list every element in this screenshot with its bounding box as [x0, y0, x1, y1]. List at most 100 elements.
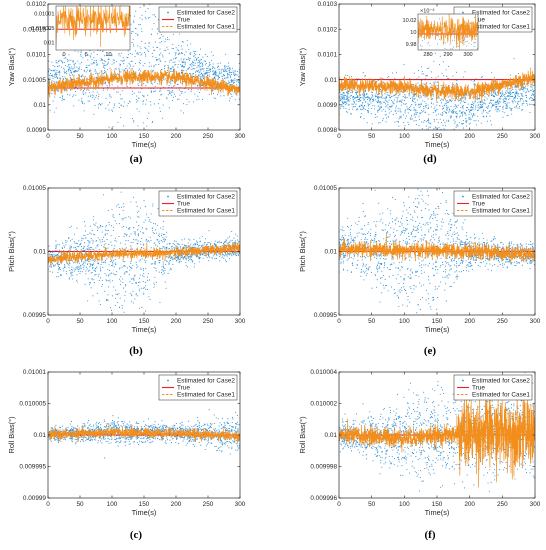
case2-point	[82, 92, 84, 94]
case2-point	[166, 69, 169, 71]
y-axis-label: Roll Bias(°)	[7, 416, 16, 453]
case2-point	[147, 50, 150, 52]
case2-point	[200, 426, 202, 428]
case2-point	[179, 259, 181, 261]
case2-point	[65, 57, 67, 59]
case2-point	[91, 436, 93, 438]
case2-point	[198, 71, 200, 74]
case2-point	[233, 81, 235, 83]
case2-point	[118, 424, 120, 426]
case2-point	[189, 53, 192, 55]
case2-point	[440, 113, 442, 115]
case2-point	[211, 257, 213, 259]
case2-point	[477, 106, 479, 108]
case2-point	[49, 72, 52, 75]
case2-point	[93, 269, 95, 271]
case2-point	[206, 69, 208, 72]
case2-point	[164, 248, 166, 250]
case2-point	[182, 440, 184, 442]
case2-point	[152, 232, 154, 234]
case2-point	[142, 64, 144, 67]
case2-point	[105, 226, 107, 228]
case2-point	[124, 300, 126, 302]
case2-point	[183, 112, 185, 114]
case2-point	[211, 423, 213, 425]
x-tick-label: 150	[139, 133, 150, 140]
case2-point	[396, 100, 398, 102]
case2-point	[208, 260, 210, 262]
case2-point	[84, 283, 86, 285]
case2-point	[144, 62, 146, 64]
case2-point	[76, 243, 78, 245]
case2-point	[219, 254, 221, 256]
case2-point	[96, 61, 98, 63]
case2-point	[204, 64, 206, 66]
case2-point	[104, 438, 106, 440]
case2-point	[133, 92, 135, 94]
case2-point	[68, 237, 70, 239]
case2-point	[224, 427, 227, 429]
case2-point	[85, 440, 87, 442]
case2-point	[129, 265, 131, 268]
case2-point	[131, 42, 133, 44]
case2-point	[144, 424, 146, 426]
case2-point	[182, 81, 184, 83]
case2-point	[221, 417, 223, 419]
case2-point	[89, 246, 91, 248]
case2-point	[208, 442, 210, 444]
case2-point	[74, 88, 76, 90]
case2-point	[134, 50, 136, 52]
case2-point	[199, 253, 202, 255]
case2-point	[181, 421, 183, 423]
case2-point	[53, 264, 55, 266]
case2-point	[350, 89, 352, 91]
case2-point	[80, 68, 82, 71]
case2-point	[138, 97, 140, 99]
case2-point	[123, 311, 125, 313]
case2-point	[228, 258, 230, 260]
case2-point	[185, 428, 187, 430]
case2-point	[468, 123, 470, 125]
case2-point	[178, 262, 180, 264]
case2-point	[149, 438, 151, 441]
case2-point	[107, 423, 109, 425]
case2-point	[112, 126, 114, 128]
case2-point	[144, 16, 146, 18]
case2-point	[178, 60, 180, 62]
case2-point	[80, 438, 83, 441]
case2-point	[236, 252, 238, 254]
case2-point	[87, 59, 89, 61]
case2-point	[111, 84, 113, 86]
y-tick-label: 0.0102	[26, 1, 46, 8]
case2-point	[167, 36, 169, 39]
case2-point	[68, 59, 70, 61]
case2-point	[217, 429, 219, 431]
case2-point	[61, 99, 63, 102]
case2-point	[207, 242, 209, 244]
case2-point	[171, 67, 173, 69]
case2-point	[532, 84, 534, 87]
case2-point	[101, 279, 103, 281]
case2-point	[108, 264, 110, 266]
case2-point	[51, 263, 53, 265]
case2-point	[48, 438, 50, 440]
case2-point	[118, 268, 120, 270]
case2-point	[136, 442, 138, 444]
case2-point	[182, 65, 184, 67]
case2-point	[141, 441, 143, 444]
case2-point	[168, 91, 170, 93]
case2-point	[171, 432, 173, 434]
case2-point	[203, 439, 205, 441]
case2-point	[456, 123, 458, 125]
case2-point	[153, 262, 155, 264]
case2-point	[193, 59, 195, 61]
case2-point	[134, 275, 136, 277]
case2-point	[105, 429, 107, 431]
case2-point	[120, 441, 122, 443]
case2-point	[186, 58, 188, 61]
case2-point	[514, 106, 516, 108]
case2-point	[193, 246, 196, 248]
case2-point	[87, 95, 89, 97]
case2-point	[74, 438, 76, 440]
case2-point	[188, 420, 190, 422]
